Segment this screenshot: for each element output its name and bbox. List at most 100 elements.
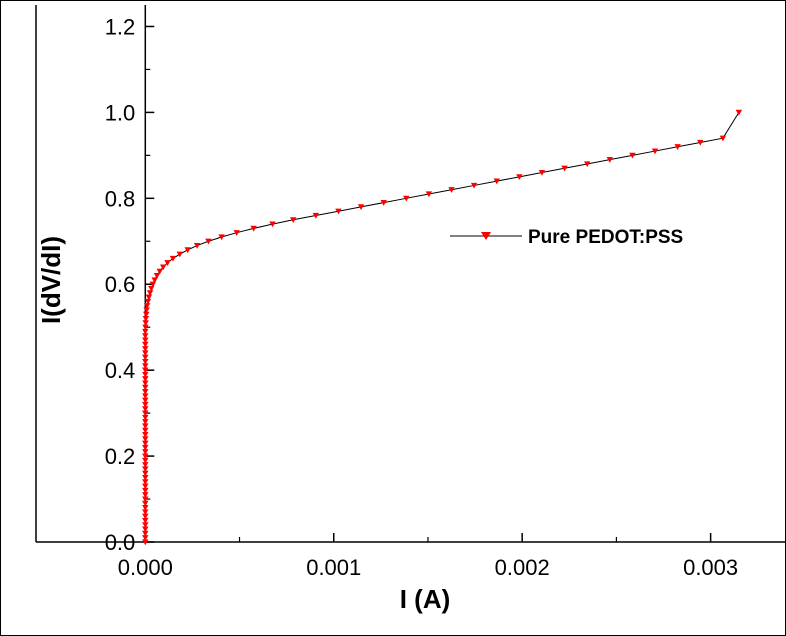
- data-point: [516, 174, 523, 181]
- data-point: [651, 148, 659, 155]
- data-point: [142, 333, 149, 339]
- y-tick-label: 1.0: [105, 100, 136, 125]
- data-point: [142, 419, 149, 425]
- x-tick-label: 0.002: [495, 555, 550, 580]
- data-point: [142, 367, 149, 374]
- data-point: [674, 144, 681, 150]
- data-point: [629, 152, 636, 159]
- data-point: [233, 230, 240, 236]
- data-point: [218, 234, 225, 241]
- data-point: [142, 341, 149, 348]
- data-point: [142, 535, 149, 541]
- data-point: [561, 165, 568, 172]
- data-point: [142, 462, 149, 468]
- data-point: [142, 316, 150, 322]
- data-point: [142, 530, 149, 537]
- data-point: [735, 109, 743, 116]
- data-point: [142, 371, 149, 378]
- data-point: [142, 376, 149, 382]
- data-point: [142, 320, 149, 327]
- data-point: [153, 273, 161, 279]
- data-point: [142, 453, 149, 460]
- data-point: [142, 457, 149, 464]
- data-point: [159, 264, 167, 271]
- data-point: [142, 414, 149, 421]
- data-point: [142, 487, 149, 494]
- y-tick-label: 1.2: [105, 14, 136, 39]
- legend: Pure PEDOT:PSS: [450, 227, 683, 248]
- data-point: [142, 337, 149, 344]
- data-point: [156, 268, 164, 275]
- data-point: [184, 247, 191, 254]
- data-point: [142, 492, 149, 498]
- data-point: [719, 135, 727, 142]
- y-tick-label: 0.8: [105, 186, 136, 211]
- data-point: [142, 410, 149, 417]
- axes: 0.0 0.2 0.4 0.6 0.8 1.0 1.2 0.000 0.001 0.002 0.00…: [35, 5, 786, 580]
- data-point: [448, 187, 455, 193]
- data-point: [290, 217, 297, 223]
- data-point: [143, 307, 150, 314]
- data-point: [142, 440, 149, 447]
- data-point: [142, 389, 149, 395]
- data-point: [151, 277, 158, 284]
- data-point: [142, 328, 149, 335]
- data-point: [142, 513, 149, 520]
- data-point: [250, 225, 257, 232]
- data-point: [142, 483, 149, 490]
- data-point: [357, 204, 365, 211]
- x-tick-label: 0.000: [118, 555, 173, 580]
- data-point: [176, 251, 183, 258]
- data-point: [142, 474, 149, 481]
- data-point: [148, 285, 155, 292]
- data-point: [169, 255, 177, 262]
- data-point: [142, 423, 149, 430]
- data-point: [493, 178, 500, 185]
- data-point: [164, 260, 171, 266]
- data-point: [538, 169, 546, 176]
- data-point: [142, 401, 149, 408]
- data-point: [142, 526, 149, 533]
- data-point: [142, 406, 149, 413]
- data-point: [142, 505, 149, 511]
- legend-label: Pure PEDOT:PSS: [528, 227, 683, 248]
- data-point: [142, 324, 149, 331]
- x-tick-label: 0.003: [683, 555, 738, 580]
- data-point: [143, 303, 151, 309]
- data-point: [142, 350, 149, 357]
- legend-marker: [481, 232, 491, 240]
- data-point: [142, 393, 149, 400]
- data-point: [335, 208, 342, 215]
- data-point: [142, 380, 149, 387]
- data-point: [142, 522, 149, 529]
- data-point: [144, 298, 152, 305]
- data-point: [142, 346, 149, 352]
- data-point: [269, 221, 276, 228]
- y-tick-label: 0.6: [105, 272, 136, 297]
- data-point: [380, 200, 387, 206]
- data-point: [143, 311, 150, 318]
- data-point: [142, 358, 149, 365]
- data-point: [142, 466, 149, 473]
- data-point: [142, 363, 149, 370]
- data-point: [142, 444, 149, 451]
- x-tick-label: 0.001: [306, 555, 361, 580]
- data-point: [145, 294, 153, 301]
- data-point: [142, 449, 149, 455]
- data-point: [142, 432, 149, 438]
- data-point: [142, 479, 149, 486]
- data-point: [149, 281, 157, 288]
- plot-area: [142, 109, 743, 546]
- data-point: [142, 436, 149, 443]
- data-point: [142, 470, 149, 477]
- data-point: [470, 182, 478, 189]
- data-point: [142, 517, 149, 524]
- data-point: [142, 354, 149, 361]
- y-tick-label: 0.4: [105, 358, 136, 383]
- data-point: [193, 242, 201, 249]
- data-point: [142, 496, 149, 503]
- data-point: [142, 509, 149, 516]
